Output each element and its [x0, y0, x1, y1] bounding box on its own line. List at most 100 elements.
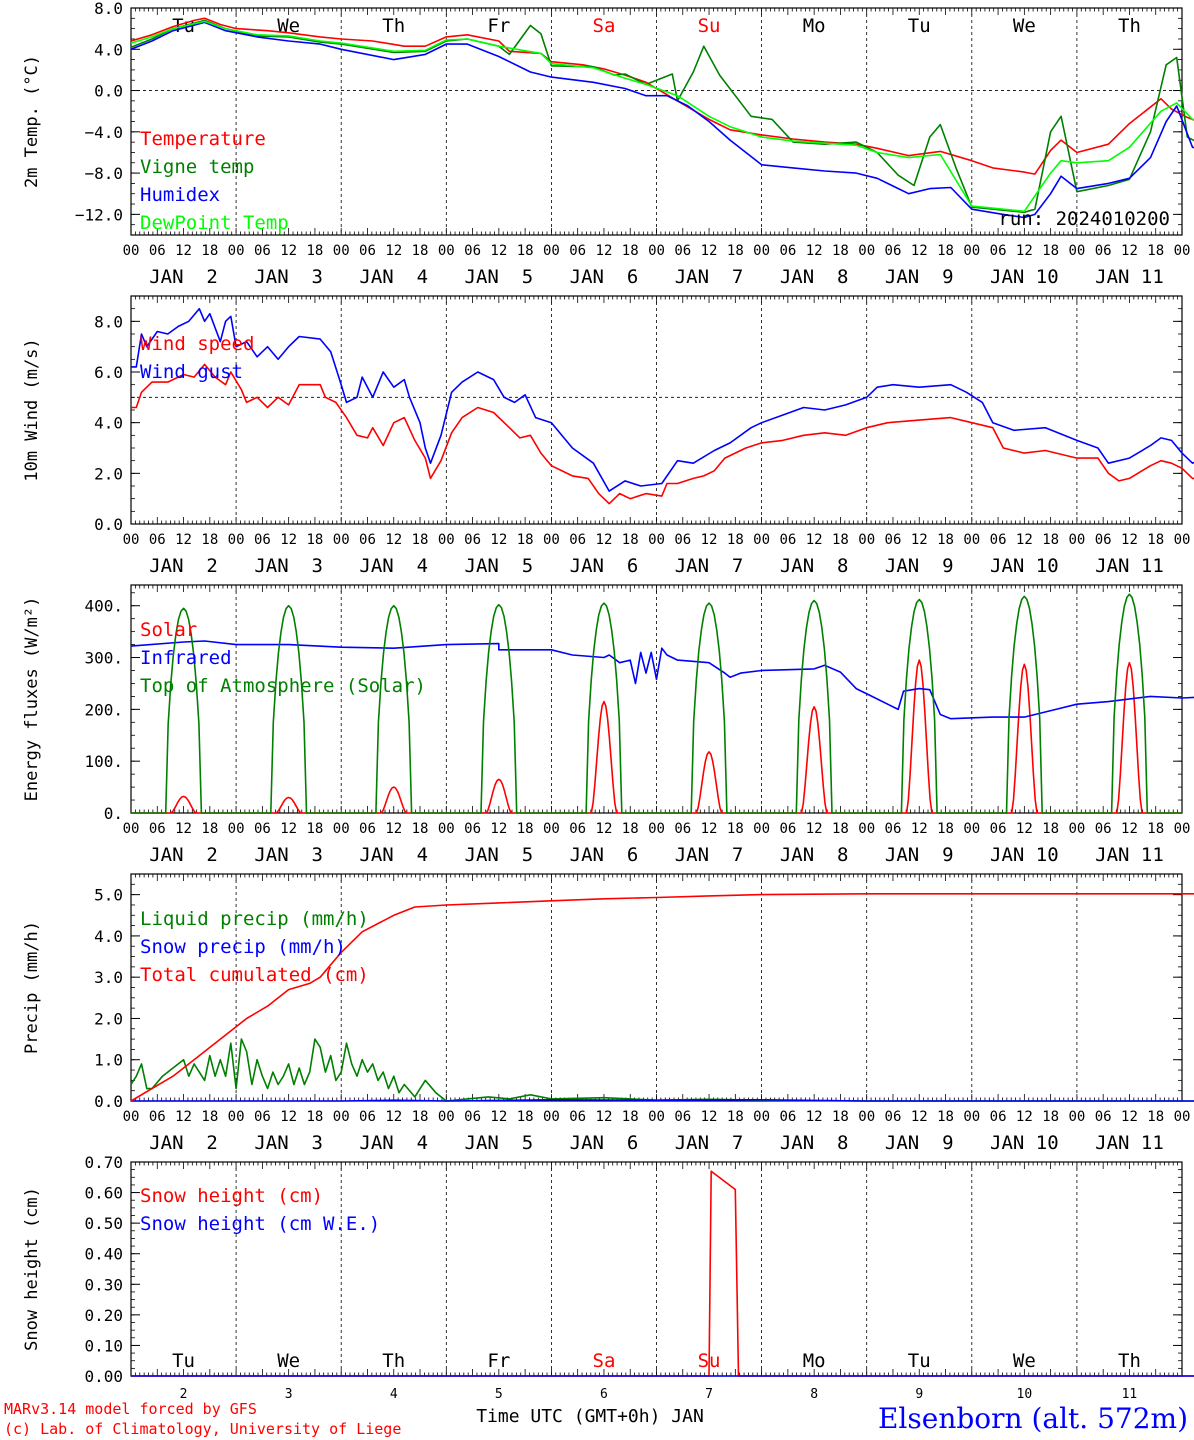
day-label: JAN 4	[359, 555, 428, 577]
weekday-label: Fr	[487, 15, 510, 37]
hour-tick-label: 06	[464, 243, 481, 259]
hour-tick-label: 12	[280, 821, 297, 837]
weekday-label: Tu	[908, 1350, 931, 1372]
hour-tick-label: 18	[517, 243, 534, 259]
day-label: JAN 4	[359, 266, 428, 288]
day-label: JAN 10	[990, 1132, 1059, 1154]
hour-tick-label: 18	[306, 821, 323, 837]
y-tick-label: 0.60	[84, 1184, 123, 1203]
hour-tick-label: 00	[963, 243, 980, 259]
hour-tick-label: 06	[569, 532, 586, 548]
hour-tick-label: 06	[885, 532, 902, 548]
hour-tick-label: 18	[201, 821, 218, 837]
hour-tick-label: 12	[175, 821, 192, 837]
y-tick-label: 2.0	[94, 1009, 123, 1028]
y-tick-label: −12.0	[75, 205, 123, 224]
day-label: JAN 2	[149, 266, 218, 288]
day-label: JAN 6	[570, 266, 639, 288]
hour-tick-label: 00	[1068, 821, 1085, 837]
series-line	[131, 1099, 1194, 1102]
hour-tick-label: 00	[228, 821, 245, 837]
hour-tick-label: 00	[543, 1109, 560, 1125]
y-tick-label: 4.0	[94, 927, 123, 946]
y-tick-label: 0.10	[84, 1336, 123, 1355]
y-tick-label: 2.0	[94, 464, 123, 483]
day-number-label: 11	[1122, 1387, 1138, 1402]
hour-tick-label: 12	[596, 243, 613, 259]
day-label: JAN 6	[570, 1132, 639, 1154]
day-label: JAN 11	[1095, 266, 1164, 288]
y-tick-label: 0.70	[84, 1153, 123, 1172]
hour-tick-label: 12	[280, 532, 297, 548]
hour-tick-label: 12	[1121, 1109, 1138, 1125]
hour-tick-label: 06	[359, 1109, 376, 1125]
hour-tick-label: 06	[149, 821, 166, 837]
hour-tick-label: 00	[1068, 1109, 1085, 1125]
hour-tick-label: 18	[727, 532, 744, 548]
hour-tick-label: 00	[648, 243, 665, 259]
day-number-label: 6	[600, 1387, 608, 1402]
day-number-label: 9	[915, 1387, 923, 1402]
weekday-label: Th	[1118, 1350, 1141, 1372]
hour-tick-label: 00	[123, 532, 140, 548]
y-tick-label: −4.0	[84, 123, 123, 142]
hour-tick-label: 00	[333, 1109, 350, 1125]
y-tick-label: 0.0	[94, 82, 123, 101]
y-axis-label: Precip (mm/h)	[22, 921, 42, 1054]
hour-tick-label: 18	[1042, 821, 1059, 837]
legend-entry: Wind speed	[140, 333, 254, 355]
legend-entry: Top of Atmosphere (Solar)	[140, 675, 426, 697]
day-number-label: 5	[495, 1387, 503, 1402]
day-label: JAN 10	[990, 844, 1059, 866]
weekday-label: Mo	[803, 15, 826, 37]
series-line	[131, 363, 1194, 505]
hour-tick-label: 06	[674, 821, 691, 837]
hour-tick-label: 06	[569, 243, 586, 259]
hour-tick-label: 00	[1174, 532, 1191, 548]
hour-tick-label: 12	[806, 1109, 823, 1125]
legend-entry: Liquid precip (mm/h)	[140, 908, 369, 930]
legend-entry: Temperature	[140, 128, 266, 150]
series-line	[131, 593, 1182, 814]
hour-tick-label: 00	[858, 243, 875, 259]
legend-entry: Solar	[140, 619, 197, 641]
panel-3: 0. 100. 200. 300. 400. Energy fluxes (W/m²) 00…	[22, 584, 1194, 866]
day-label: JAN 2	[149, 1132, 218, 1154]
y-axis-label: 10m Wind (m/s)	[22, 338, 42, 481]
hour-tick-label: 06	[1095, 532, 1112, 548]
hour-tick-label: 18	[937, 821, 954, 837]
panel-5: 0.00 0.10 0.20 0.30 0.40 0.50 0.60 0.70 Snow hei…	[22, 1153, 1194, 1402]
panel-1: −12.0 −8.0 −4.0 0.0 4.0 8.0 2m Temp. (°C) 00 06 1…	[22, 0, 1194, 288]
hour-tick-label: 06	[674, 1109, 691, 1125]
weekday-label: Tu	[908, 15, 931, 37]
hour-tick-label: 12	[385, 1109, 402, 1125]
hour-tick-label: 06	[674, 532, 691, 548]
weekday-label: Tu	[172, 1350, 195, 1372]
hour-tick-label: 18	[306, 1109, 323, 1125]
hour-tick-label: 12	[280, 1109, 297, 1125]
weekday-label: We	[1013, 1350, 1036, 1372]
lab-credit: (c) Lab. of Climatology, University of L…	[4, 1420, 401, 1438]
day-label: JAN 4	[359, 844, 428, 866]
y-tick-label: 0.0	[94, 1092, 123, 1111]
hour-tick-label: 18	[201, 243, 218, 259]
hour-tick-label: 06	[149, 532, 166, 548]
hour-tick-label: 18	[622, 1109, 639, 1125]
day-label: JAN 6	[570, 844, 639, 866]
hour-tick-label: 00	[1174, 243, 1191, 259]
y-tick-label: 4.0	[94, 414, 123, 433]
y-tick-label: 1.0	[94, 1051, 123, 1070]
hour-tick-label: 12	[385, 243, 402, 259]
legend-entry: Infrared	[140, 647, 232, 669]
hour-tick-label: 06	[885, 821, 902, 837]
day-label: JAN 7	[675, 266, 744, 288]
day-label: JAN 9	[885, 555, 954, 577]
hour-tick-label: 12	[175, 532, 192, 548]
day-label: JAN 11	[1095, 555, 1164, 577]
day-label: JAN 3	[254, 266, 323, 288]
day-label: JAN 4	[359, 1132, 428, 1154]
day-label: JAN 3	[254, 844, 323, 866]
hour-tick-label: 12	[806, 821, 823, 837]
hour-tick-label: 06	[254, 532, 271, 548]
hour-tick-label: 06	[779, 532, 796, 548]
